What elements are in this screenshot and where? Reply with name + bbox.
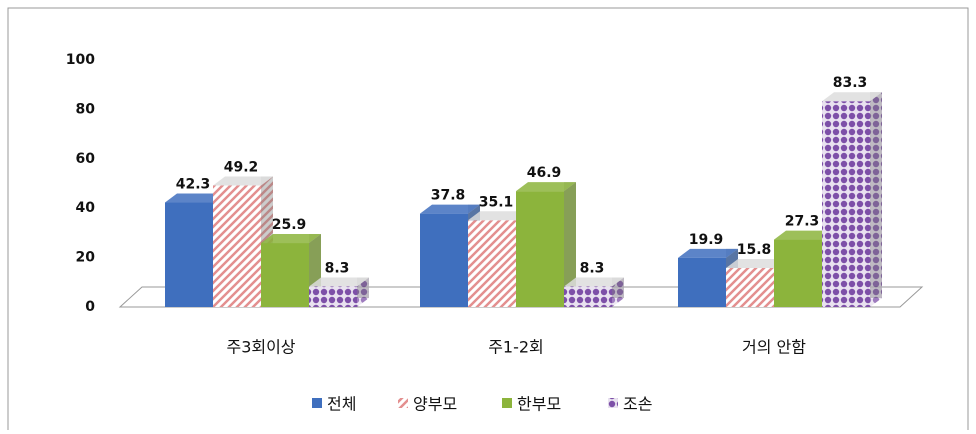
value-label: 15.8 bbox=[737, 242, 772, 258]
value-label: 49.2 bbox=[224, 159, 259, 175]
value-label: 42.3 bbox=[176, 177, 211, 193]
bar-top bbox=[309, 277, 369, 287]
bar-side-shade bbox=[870, 92, 882, 299]
y-tick-label: 80 bbox=[76, 101, 96, 117]
legend-swatch bbox=[312, 398, 322, 408]
bar-top bbox=[774, 230, 834, 240]
bar-top bbox=[726, 258, 786, 268]
frame bbox=[7, 7, 969, 434]
legend-label: 전체 bbox=[327, 395, 356, 414]
bar-top bbox=[261, 234, 321, 244]
bar bbox=[165, 202, 213, 307]
bar-side bbox=[612, 277, 624, 307]
value-label: 8.3 bbox=[580, 260, 605, 276]
bar bbox=[822, 101, 870, 308]
bar-top bbox=[165, 193, 225, 203]
y-tick-label: 20 bbox=[76, 250, 96, 266]
bar-top bbox=[822, 92, 882, 102]
x-tick-label: 주1-2회 bbox=[488, 338, 544, 357]
value-label: 19.9 bbox=[689, 232, 724, 248]
bar-top bbox=[516, 182, 576, 192]
y-tick-label: 60 bbox=[76, 151, 96, 167]
bar bbox=[213, 185, 261, 307]
bar bbox=[678, 257, 726, 307]
legend-label: 한부모 bbox=[517, 395, 561, 414]
value-label: 27.3 bbox=[785, 214, 820, 230]
value-label: 25.9 bbox=[272, 217, 307, 233]
legend-label: 조손 bbox=[623, 395, 652, 414]
x-tick-label: 거의 안함 bbox=[742, 338, 806, 357]
bar-top bbox=[564, 277, 624, 287]
bar-side-shade bbox=[564, 182, 576, 298]
y-tick-label: 40 bbox=[76, 200, 96, 216]
y-tick-label: 0 bbox=[85, 299, 95, 315]
value-label: 8.3 bbox=[325, 260, 350, 276]
value-label: 37.8 bbox=[431, 188, 466, 204]
legend-swatch bbox=[608, 398, 618, 408]
legend-swatch bbox=[502, 398, 512, 408]
bar bbox=[516, 191, 564, 307]
bar-top bbox=[213, 176, 273, 186]
value-label: 83.3 bbox=[833, 75, 868, 91]
bar-top bbox=[420, 204, 480, 214]
y-tick-label: 100 bbox=[66, 52, 95, 68]
bar bbox=[774, 239, 822, 307]
bar bbox=[261, 243, 309, 307]
bar bbox=[726, 267, 774, 307]
x-tick-label: 주3회이상 bbox=[226, 338, 295, 357]
legend-label: 양부모 bbox=[413, 395, 457, 414]
bar bbox=[309, 286, 357, 307]
bar bbox=[420, 213, 468, 307]
bar-side bbox=[870, 92, 882, 308]
bar-side bbox=[357, 277, 369, 307]
bar-top bbox=[678, 248, 738, 258]
value-label: 35.1 bbox=[479, 194, 514, 210]
bar bbox=[468, 220, 516, 307]
bar-top bbox=[468, 211, 528, 221]
bar-side bbox=[564, 182, 576, 307]
legend-swatch bbox=[398, 398, 408, 408]
bar bbox=[564, 286, 612, 307]
value-label: 46.9 bbox=[527, 165, 562, 181]
